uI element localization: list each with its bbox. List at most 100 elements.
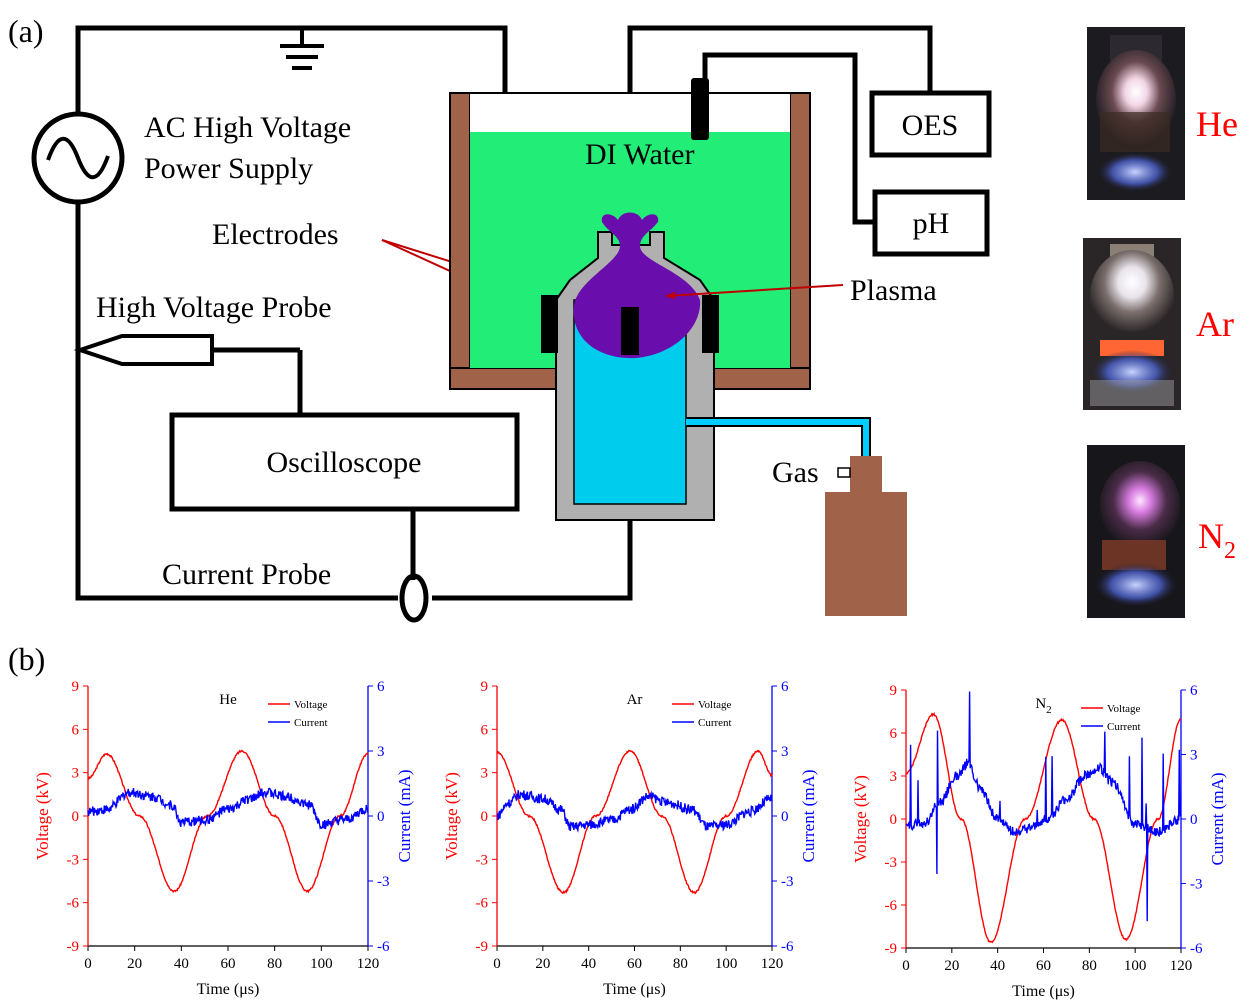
x-tick-label: 20 (127, 956, 142, 972)
power-supply-label-line1: AC High Voltage (144, 111, 351, 144)
gas-cylinder-icon (825, 456, 907, 616)
photo-ar (1083, 238, 1181, 410)
ph-label: pH (913, 207, 950, 240)
x-tick-label: 100 (310, 956, 333, 972)
x-tick-label: 0 (84, 956, 92, 972)
x-tick-label: 40 (174, 956, 189, 972)
series-current (496, 790, 773, 833)
y-left-tick-label: 3 (481, 766, 489, 782)
x-tick-label: 40 (581, 956, 596, 972)
photo-n2 (1087, 445, 1185, 618)
chart-title: He (219, 692, 237, 708)
chart-title: N2 (1035, 696, 1051, 716)
legend-label-current: Current (698, 717, 732, 729)
x-tick-label: 40 (990, 958, 1005, 974)
electrodes-label: Electrodes (212, 218, 339, 251)
chart-1: 0 20 40 60 80 100 120 9 6 3 0 -3 -6 -9 6 3 0 -3 -6 Time (μs… (33, 679, 414, 998)
gas-label: Gas (772, 456, 819, 489)
photo-label-ar: Ar (1196, 304, 1234, 344)
y-left-tick-label: -6 (67, 896, 80, 912)
x-tick-label: 60 (627, 956, 642, 972)
y-right-tick-label: -3 (377, 874, 390, 890)
y-right-tick-label: -3 (781, 874, 794, 890)
current-probe-label: Current Probe (162, 558, 331, 591)
y-left-tick-label: 6 (481, 722, 489, 738)
x-tick-label: 60 (221, 956, 236, 972)
y-left-tick-label: -3 (885, 855, 898, 871)
y-left-tick-label: 0 (481, 809, 489, 825)
plasma-arrow (665, 284, 844, 300)
y-right-tick-label: -6 (1190, 941, 1203, 957)
x-axis-label: Time (μs) (603, 981, 666, 998)
y-left-tick-label: 3 (72, 766, 80, 782)
y-left-tick-label: 6 (890, 726, 898, 742)
legend-label-voltage: Voltage (1107, 703, 1141, 715)
x-tick-label: 100 (1124, 958, 1147, 974)
y-left-tick-label: 3 (890, 769, 898, 785)
series-current (905, 691, 1182, 922)
legend-label-voltage: Voltage (698, 699, 732, 711)
x-tick-label: 80 (673, 956, 688, 972)
legend-label-voltage: Voltage (294, 699, 328, 711)
panel-b-label: (b) (8, 641, 45, 677)
chart-3: 0 20 40 60 80 100 120 9 6 3 0 -3 -6 -9 6 3 0 -3 -6 Time (μs… (851, 683, 1227, 1000)
x-tick-label: 100 (715, 956, 738, 972)
inner-electrode (621, 307, 639, 355)
ac-source-icon (31, 111, 125, 205)
outer-electrode-right (702, 295, 719, 353)
x-axis-label: Time (μs) (1012, 983, 1075, 1000)
ph-probe-icon (691, 78, 709, 140)
y-left-tick-label: -6 (885, 898, 898, 914)
y-left-tick-label: -3 (67, 852, 80, 868)
x-tick-label: 0 (902, 958, 910, 974)
x-tick-label: 120 (1170, 958, 1193, 974)
y-right-tick-label: 6 (377, 679, 385, 695)
x-tick-label: 120 (357, 956, 380, 972)
y-left-axis-label: Voltage (kV) (851, 775, 870, 863)
y-right-tick-label: -3 (1190, 877, 1203, 893)
power-supply-label-line2: Power Supply (144, 152, 313, 185)
outer-electrode-left (541, 295, 558, 353)
current-probe-icon (399, 573, 429, 623)
series-voltage (87, 749, 369, 894)
oes-label: OES (902, 109, 959, 142)
panel-a-label: (a) (8, 13, 44, 49)
y-left-tick-label: 9 (481, 679, 489, 695)
series-voltage (496, 749, 773, 895)
y-right-tick-label: 3 (1190, 748, 1198, 764)
hv-probe-label: High Voltage Probe (96, 291, 332, 324)
legend-label-current: Current (294, 717, 328, 729)
oscilloscope-box (169, 412, 520, 512)
y-left-tick-label: 0 (890, 812, 898, 828)
legend-label-current: Current (1107, 721, 1141, 733)
chart-title: Ar (627, 692, 643, 708)
di-water-label: DI Water (585, 138, 694, 171)
x-tick-label: 60 (1036, 958, 1051, 974)
y-left-tick-label: 9 (72, 679, 80, 695)
y-right-axis-label: Current (mA) (1208, 772, 1227, 865)
y-right-tick-label: 0 (781, 809, 789, 825)
plasma-shape (573, 212, 701, 359)
y-left-tick-label: -9 (67, 939, 80, 955)
ph-box (872, 189, 990, 257)
hv-probe-icon (73, 334, 214, 366)
y-left-axis-label: Voltage (kV) (442, 772, 461, 860)
y-left-tick-label: -9 (885, 941, 898, 957)
x-tick-label: 120 (761, 956, 784, 972)
photo-label-he: He (1196, 104, 1238, 144)
x-tick-label: 20 (535, 956, 550, 972)
series-voltage (905, 711, 1182, 944)
y-left-tick-label: -6 (476, 896, 489, 912)
y-right-tick-label: 6 (781, 679, 789, 695)
y-left-tick-label: -9 (476, 939, 489, 955)
y-right-tick-label: -6 (377, 939, 390, 955)
x-tick-label: 80 (267, 956, 282, 972)
x-axis-label: Time (μs) (197, 981, 260, 998)
y-right-axis-label: Current (mA) (395, 769, 414, 862)
plasma-label: Plasma (850, 274, 937, 307)
y-left-tick-label: 6 (72, 722, 80, 738)
series-current (87, 787, 369, 830)
y-right-tick-label: 3 (781, 744, 789, 760)
